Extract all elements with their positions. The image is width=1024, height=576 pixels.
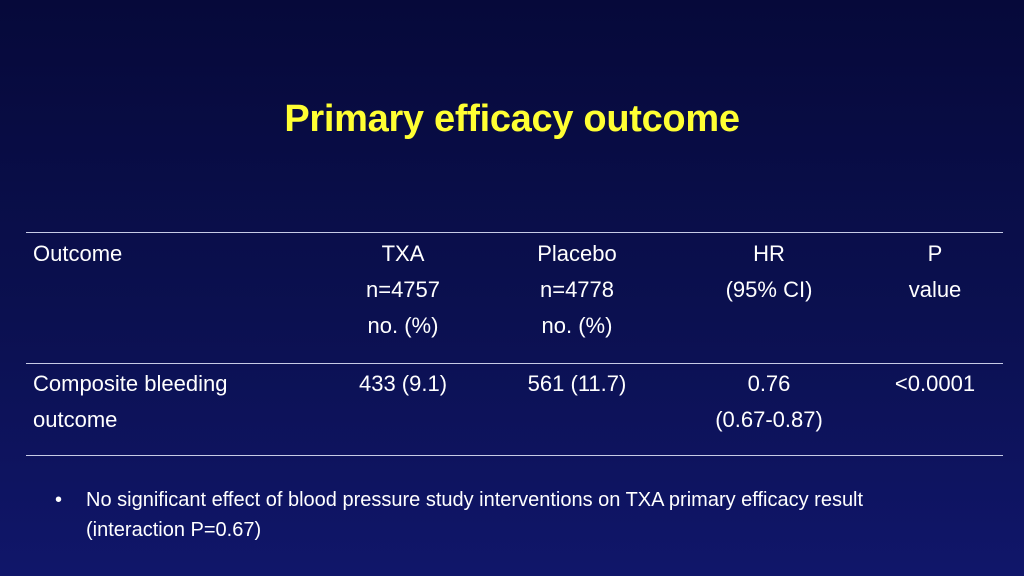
header-hr: HR (95% CI) <box>671 233 867 364</box>
cell-txa-value: 433 (9.1) <box>358 371 448 396</box>
header-txa-label: TXA <box>381 241 425 266</box>
cell-outcome-line-2: outcome <box>33 407 118 432</box>
table-row: Composite bleeding outcome 433 (9.1) 561… <box>26 364 1003 456</box>
cell-placebo-value: 561 (11.7) <box>527 371 627 396</box>
header-row: Outcome TXA n=4757 no. (%) Placebo n=477… <box>26 232 1003 364</box>
header-p: P value <box>867 233 1003 364</box>
header-txa-unit: no. (%) <box>367 313 439 338</box>
cell-p: <0.0001 <box>867 364 1003 456</box>
bullet-marker: • <box>55 489 63 511</box>
results-table: Outcome TXA n=4757 no. (%) Placebo n=477… <box>26 232 1003 456</box>
header-p-value: value <box>908 277 962 302</box>
cell-hr: 0.76 (0.67-0.87) <box>671 364 867 456</box>
header-placebo: Placebo n=4778 no. (%) <box>483 233 671 364</box>
header-txa: TXA n=4757 no. (%) <box>323 233 483 364</box>
cell-outcome: Composite bleeding outcome <box>26 364 323 456</box>
bullet-list: • No significant effect of blood pressur… <box>55 485 955 545</box>
cell-placebo: 561 (11.7) <box>483 364 671 456</box>
table-body: Composite bleeding outcome 433 (9.1) 561… <box>26 364 1003 456</box>
cell-hr-ci: (0.67-0.87) <box>715 407 823 432</box>
header-hr-label: HR <box>753 241 785 266</box>
bullet-item: • No significant effect of blood pressur… <box>55 485 955 545</box>
cell-p-value: <0.0001 <box>894 371 976 396</box>
header-placebo-label: Placebo <box>537 241 617 266</box>
header-placebo-n: n=4778 <box>539 277 615 302</box>
header-placebo-unit: no. (%) <box>541 313 613 338</box>
header-p-label: P <box>927 241 943 266</box>
cell-txa: 433 (9.1) <box>323 364 483 456</box>
slide-title: Primary efficacy outcome <box>284 98 740 140</box>
header-txa-n: n=4757 <box>365 277 441 302</box>
cell-hr-value: 0.76 <box>747 371 791 396</box>
bullet-text: No significant effect of blood pressure … <box>86 489 864 541</box>
table-header: Outcome TXA n=4757 no. (%) Placebo n=477… <box>26 232 1003 364</box>
cell-outcome-line-1: Composite bleeding <box>33 371 228 396</box>
header-hr-ci: (95% CI) <box>725 277 813 302</box>
header-outcome-label: Outcome <box>33 241 123 266</box>
header-outcome: Outcome <box>26 233 323 364</box>
